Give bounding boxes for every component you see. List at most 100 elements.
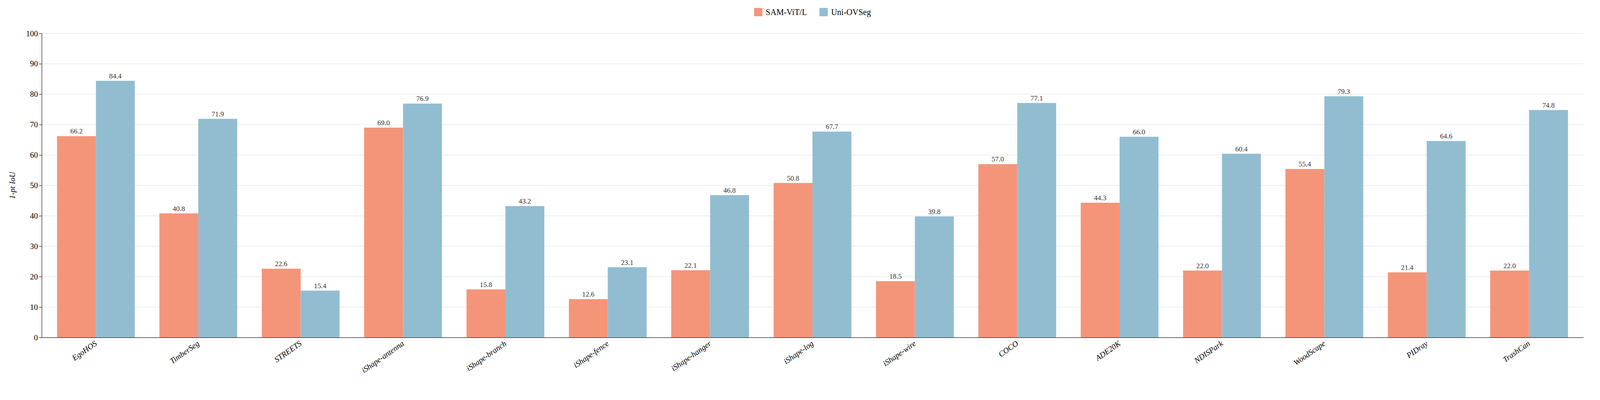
x-tick-label: STREETS bbox=[272, 338, 304, 364]
x-tick: iShape-log bbox=[782, 338, 815, 366]
data-label: 66.0 bbox=[1132, 127, 1146, 136]
legend-item: Uni-OVSeg bbox=[819, 7, 872, 18]
y-tick: 40 bbox=[30, 211, 42, 220]
x-tick-label: EgoHOS bbox=[70, 338, 99, 363]
y-tick-mark bbox=[39, 33, 42, 34]
x-tick: ADE20K bbox=[1092, 338, 1123, 363]
bar bbox=[198, 118, 238, 338]
y-axis-line bbox=[39, 33, 43, 338]
y-tick: 60 bbox=[30, 150, 42, 160]
bar bbox=[1387, 272, 1427, 338]
data-label: 23.1 bbox=[620, 258, 634, 267]
y-tick: 90 bbox=[30, 59, 42, 68]
x-tick-label: COCO bbox=[996, 338, 1020, 359]
data-label: 21.4 bbox=[1401, 263, 1414, 272]
data-label: 57.0 bbox=[991, 155, 1005, 163]
y-tick: 30 bbox=[30, 241, 42, 251]
y-axis: 0 10 20 30 40 50 60 70 80 90 100 bbox=[26, 29, 43, 342]
legend: SAM-ViT/L Uni-OVSeg bbox=[754, 7, 871, 18]
bar bbox=[261, 268, 301, 338]
x-tick-label: iShape-hanger bbox=[669, 338, 713, 373]
grid-line bbox=[41, 93, 1584, 95]
x-axis-line bbox=[42, 337, 1584, 338]
data-label: 44.3 bbox=[1093, 193, 1107, 202]
bar bbox=[1017, 102, 1056, 338]
bar bbox=[1222, 153, 1261, 338]
y-tick-mark bbox=[39, 155, 42, 156]
grid bbox=[41, 33, 1584, 338]
y-tick-label: 50 bbox=[30, 180, 38, 190]
x-tick-label: iShape-fence bbox=[571, 338, 610, 370]
x-tick: TrashCan bbox=[1500, 338, 1532, 364]
y-tick-label: 80 bbox=[30, 89, 38, 99]
legend-swatch bbox=[819, 7, 828, 17]
x-tick-label: ADE20K bbox=[1092, 338, 1123, 363]
data-label: 66.2 bbox=[70, 127, 83, 135]
y-tick: 0 bbox=[34, 332, 43, 342]
data-label: 22.1 bbox=[684, 261, 698, 270]
y-tick-mark bbox=[39, 185, 42, 186]
bar bbox=[1182, 270, 1222, 338]
data-label: 77.1 bbox=[1030, 94, 1043, 103]
data-label: 55.4 bbox=[1298, 160, 1312, 168]
y-tick-label: 90 bbox=[30, 59, 38, 68]
x-tick: iShape-fence bbox=[571, 338, 610, 370]
bar bbox=[159, 213, 199, 338]
data-label: 71.9 bbox=[211, 110, 225, 118]
x-tick: iShape-branch bbox=[464, 338, 508, 373]
x-tick-label: WoodScape bbox=[1291, 338, 1327, 368]
x-tick-label: NDISPark bbox=[1192, 338, 1225, 365]
bar bbox=[1529, 110, 1568, 338]
bar bbox=[710, 195, 749, 338]
bar bbox=[671, 270, 710, 338]
bar bbox=[1490, 270, 1529, 338]
y-tick-mark bbox=[39, 124, 42, 125]
bar-series bbox=[95, 80, 1568, 338]
bar bbox=[978, 163, 1018, 338]
bar bbox=[1426, 140, 1466, 338]
bar bbox=[607, 267, 647, 338]
bar bbox=[1324, 96, 1363, 338]
y-tick-mark bbox=[39, 276, 42, 277]
x-tick-label: TimberSeg bbox=[167, 338, 201, 366]
bar bbox=[466, 289, 506, 338]
data-label: 22.6 bbox=[275, 259, 288, 268]
x-tick: STREETS bbox=[272, 338, 304, 364]
x-tick: TimberSeg bbox=[167, 338, 201, 366]
y-tick: 70 bbox=[30, 120, 42, 129]
data-label: 67.7 bbox=[825, 122, 839, 131]
bar bbox=[300, 290, 340, 338]
data-label: 79.3 bbox=[1337, 87, 1350, 96]
data-label: 60.4 bbox=[1235, 145, 1248, 153]
y-tick-label: 30 bbox=[30, 241, 38, 251]
y-tick-mark bbox=[39, 245, 42, 247]
data-label: 15.8 bbox=[479, 280, 493, 289]
x-tick: COCO bbox=[996, 338, 1020, 359]
x-tick-label: iShape-antenna bbox=[360, 338, 406, 375]
x-tick-label: PIDray bbox=[1404, 338, 1430, 360]
y-tick: 80 bbox=[30, 89, 42, 99]
x-tick: iShape-antenna bbox=[360, 338, 406, 375]
legend-label: SAM-ViT/L bbox=[765, 7, 808, 17]
y-tick: 20 bbox=[30, 272, 42, 281]
y-tick-label: 0 bbox=[34, 332, 39, 342]
bar bbox=[568, 298, 608, 338]
legend-label: Uni-OVSeg bbox=[831, 7, 872, 18]
y-tick-mark bbox=[39, 94, 42, 95]
x-tick: iShape-hanger bbox=[669, 338, 713, 373]
data-label: 15.4 bbox=[313, 281, 327, 290]
x-tick-label: iShape-wire bbox=[881, 338, 918, 368]
x-tick-label: iShape-log bbox=[782, 338, 815, 366]
x-tick: EgoHOS bbox=[70, 338, 99, 363]
y-tick-mark bbox=[39, 215, 42, 216]
y-tick-label: 10 bbox=[30, 302, 38, 312]
bar bbox=[1119, 136, 1159, 338]
y-tick: 100 bbox=[26, 29, 43, 38]
y-tick: 50 bbox=[30, 180, 42, 190]
y-tick-label: 60 bbox=[30, 150, 38, 160]
y-tick-mark bbox=[39, 63, 42, 65]
bars bbox=[57, 80, 1568, 338]
y-tick-label: 100 bbox=[26, 29, 39, 38]
y-axis-title: 1-pt IoU bbox=[7, 171, 17, 199]
data-label: 76.9 bbox=[416, 94, 429, 103]
